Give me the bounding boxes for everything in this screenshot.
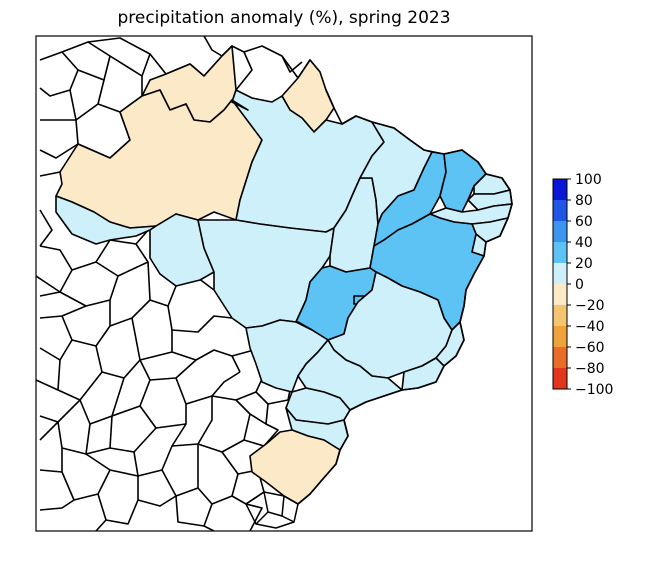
colorbar-bin <box>553 368 567 390</box>
colorbar-tick-label: −100 <box>575 382 613 398</box>
colorbar-bin <box>553 326 567 348</box>
map-frame <box>35 35 533 532</box>
state-rondonia <box>149 213 215 287</box>
colorbar-tick-label: −40 <box>575 319 605 335</box>
state-minas-gerais <box>327 271 453 379</box>
colorbar-tick-label: 60 <box>575 214 593 230</box>
brazil-states <box>55 45 513 505</box>
map-title: precipitation anomaly (%), spring 2023 <box>117 8 451 28</box>
colorbar-tick-label: −60 <box>575 340 605 356</box>
colorbar-bin <box>553 284 567 306</box>
colorbar-tick-label: 20 <box>575 256 593 272</box>
colorbar-tick-label: −20 <box>575 298 605 314</box>
colorbar-bin <box>553 347 567 369</box>
colorbar-bin <box>553 263 567 285</box>
colorbar-tick-label: 80 <box>575 193 593 209</box>
colorbar-bin <box>553 200 567 222</box>
colorbar-bin <box>553 242 567 264</box>
colorbar-tick-label: 40 <box>575 235 593 251</box>
colorbar-tick-label: 0 <box>575 277 584 293</box>
colorbar-bin <box>553 179 567 201</box>
map-regions <box>36 36 532 531</box>
colorbar-tick-label: −80 <box>575 361 605 377</box>
colorbar-bin <box>553 305 567 327</box>
uruguay-borders <box>245 491 299 529</box>
colorbar-bin <box>553 221 567 243</box>
colorbar: 100 80 60 40 20 0 −20 −40 −60 −80 −100 <box>552 172 613 398</box>
coastline <box>297 89 513 505</box>
colorbar-tick-label: 100 <box>575 172 602 188</box>
